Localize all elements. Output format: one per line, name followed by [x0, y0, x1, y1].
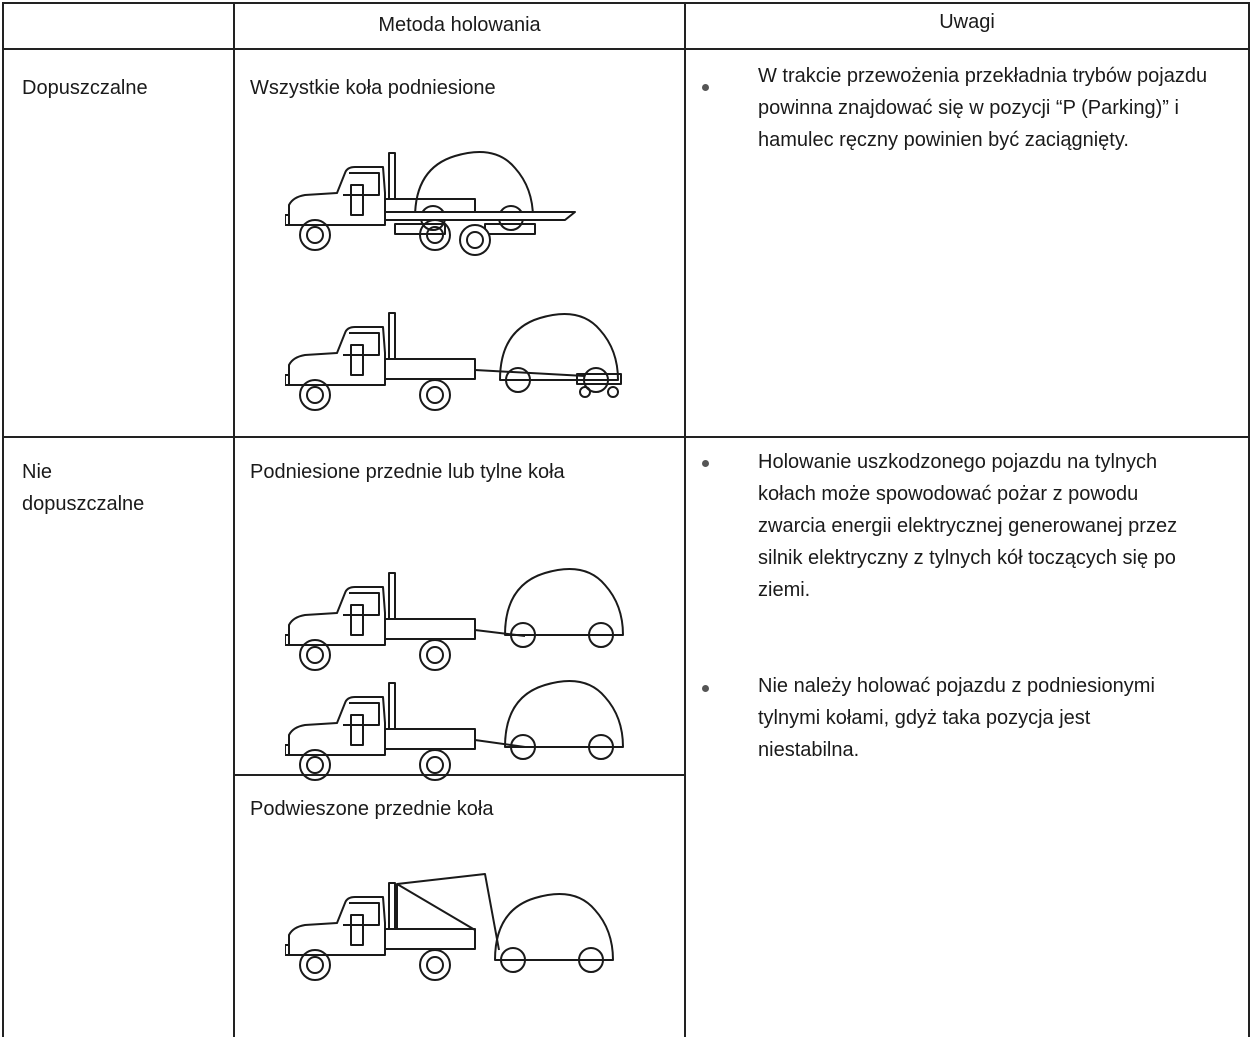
- illustration-crane: [285, 873, 614, 981]
- illustration-wheel-lift: [285, 568, 624, 671]
- method: Podniesione przednie lub tylne koła: [250, 461, 565, 483]
- border: [2, 436, 1250, 438]
- border: [1248, 2, 1250, 1037]
- note: Holowanie uszkodzonego pojazdu na tylnyc…: [758, 451, 1178, 601]
- border: [2, 48, 1250, 50]
- border: [233, 2, 235, 1037]
- header-cell: Uwagi: [939, 11, 995, 33]
- illustration-dolly: [285, 312, 622, 411]
- note: Nie należy holować pojazdu z podniesiony…: [758, 675, 1155, 761]
- border: [2, 2, 4, 1037]
- border: [684, 2, 686, 1037]
- bullet: [702, 84, 709, 91]
- border: [233, 774, 685, 776]
- method: Podwieszone przednie koła: [250, 798, 494, 820]
- note: W trakcie przewożenia przekładnia trybów…: [758, 65, 1208, 151]
- illustration-wheel-lift: [285, 680, 624, 781]
- bullet: [702, 460, 709, 467]
- status: Nie dopuszczalne: [22, 461, 145, 515]
- illustration-flatbed: [285, 151, 576, 256]
- bullet: [702, 685, 709, 692]
- header-cell: Metoda holowania: [378, 14, 541, 36]
- method: Wszystkie koła podniesione: [250, 77, 496, 99]
- status: Dopuszczalne: [22, 77, 148, 99]
- border: [2, 2, 1250, 4]
